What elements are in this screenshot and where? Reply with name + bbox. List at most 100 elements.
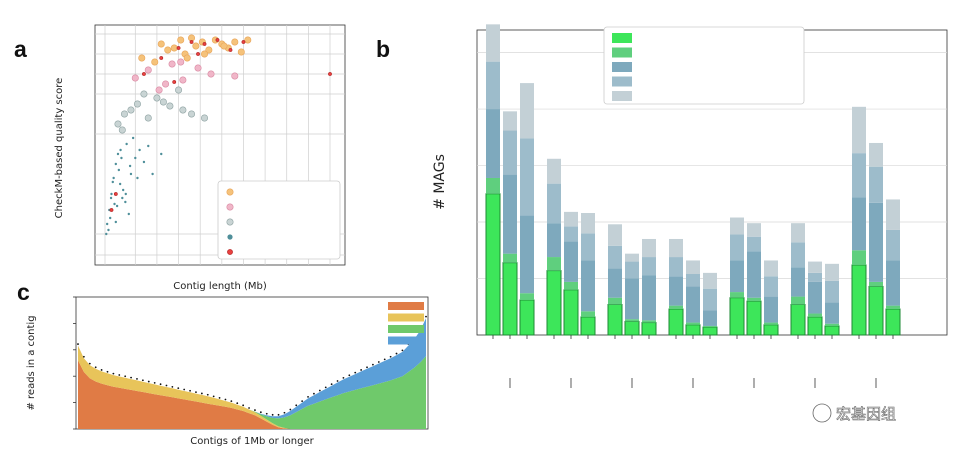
scatter-point bbox=[166, 102, 174, 110]
bar-segment bbox=[669, 276, 683, 306]
bar-segment bbox=[486, 24, 500, 62]
bar-legend bbox=[603, 26, 805, 105]
scatter-panel: Contig length (Mb) CheckM-based quality … bbox=[54, 24, 346, 292]
bar-legend-box bbox=[603, 26, 805, 105]
bar-segment bbox=[730, 234, 744, 261]
area-total-marker bbox=[224, 398, 227, 401]
scatter-point bbox=[164, 46, 172, 54]
panel-b-label: b bbox=[376, 36, 390, 62]
area-total-marker bbox=[289, 408, 292, 411]
area-total-marker bbox=[425, 315, 427, 318]
bar-segment bbox=[503, 130, 517, 175]
area-total-marker bbox=[130, 376, 132, 379]
bar-segment bbox=[730, 217, 744, 235]
bar-segment bbox=[669, 305, 683, 310]
bar-segment bbox=[503, 174, 517, 254]
scatter-point bbox=[153, 94, 161, 102]
area-legend-swatch bbox=[388, 325, 424, 333]
scatter-point bbox=[201, 50, 209, 58]
bar-segment bbox=[730, 260, 744, 293]
scatter-point bbox=[117, 168, 121, 172]
panel-c-label: c bbox=[17, 279, 30, 305]
bar-segment bbox=[764, 296, 778, 323]
area-total-marker bbox=[141, 379, 144, 382]
area-total-marker bbox=[313, 392, 315, 395]
bar-segment bbox=[486, 109, 500, 178]
bar-segment bbox=[869, 142, 883, 167]
scatter-point bbox=[168, 60, 176, 68]
scatter-point bbox=[105, 222, 109, 226]
bar-segment bbox=[825, 280, 839, 303]
bar-segment bbox=[624, 320, 640, 336]
scatter-point bbox=[112, 176, 115, 180]
bar-legend-swatch bbox=[612, 76, 632, 87]
scatter-point bbox=[124, 200, 127, 204]
area-series bbox=[78, 360, 426, 429]
scatter-legend bbox=[217, 180, 341, 260]
area-legend-swatch bbox=[388, 302, 424, 310]
bar-segment bbox=[808, 313, 822, 317]
area-total-marker bbox=[248, 407, 250, 409]
bar-segment bbox=[852, 153, 866, 198]
area-total-marker bbox=[318, 389, 321, 392]
scatter-point bbox=[113, 192, 118, 196]
scatter-legend-box bbox=[217, 180, 341, 260]
scatter-point bbox=[201, 114, 209, 122]
bar-segment bbox=[852, 197, 866, 251]
area-total-marker bbox=[82, 355, 85, 358]
bar-segment bbox=[746, 300, 762, 336]
area-total-marker bbox=[277, 413, 280, 416]
area-total-marker bbox=[183, 388, 186, 391]
scatter-point bbox=[120, 110, 128, 118]
bar-segment bbox=[869, 281, 883, 287]
scatter-point bbox=[140, 90, 148, 98]
bar-segment bbox=[747, 297, 761, 302]
bar-segment bbox=[851, 264, 867, 336]
scatter-point bbox=[114, 120, 122, 128]
scatter-point bbox=[151, 58, 159, 66]
scatter-point bbox=[220, 42, 228, 50]
bar-segment bbox=[686, 322, 700, 325]
scatter-point bbox=[144, 114, 152, 122]
bar-segment bbox=[669, 257, 683, 277]
area-total-marker bbox=[265, 412, 268, 415]
area-total-marker bbox=[342, 376, 345, 379]
scatter-point bbox=[159, 56, 164, 60]
scatter-point bbox=[179, 106, 187, 114]
bar-segment bbox=[547, 183, 561, 224]
bar-segment bbox=[547, 158, 561, 184]
bar-segment bbox=[869, 166, 883, 203]
bar-legend-swatch bbox=[612, 33, 632, 43]
bar-segment bbox=[625, 261, 639, 279]
area-series bbox=[78, 345, 426, 429]
bar-segment bbox=[886, 305, 900, 310]
bar-segment bbox=[580, 316, 596, 336]
scatter-point bbox=[138, 148, 141, 152]
scatter-point bbox=[128, 164, 132, 168]
bar-segment bbox=[563, 289, 579, 336]
bar-segment bbox=[852, 250, 866, 265]
scatter-point bbox=[196, 52, 200, 56]
scatter-point bbox=[162, 80, 170, 88]
bar-segment bbox=[791, 223, 805, 243]
scatter-legend-marker bbox=[227, 249, 233, 255]
bar-segment bbox=[625, 253, 639, 262]
area-total-marker bbox=[195, 391, 197, 394]
area-legend bbox=[388, 302, 424, 345]
scatter-point bbox=[114, 162, 118, 166]
bar-segment bbox=[608, 245, 622, 269]
scatter-point bbox=[244, 36, 252, 44]
scatter-point bbox=[142, 160, 146, 164]
scatter-point bbox=[175, 86, 183, 94]
bar-segment bbox=[581, 260, 595, 312]
scatter-point bbox=[189, 40, 194, 44]
bar-segment bbox=[625, 319, 639, 322]
area-y-label: # reads in a contig bbox=[26, 315, 37, 410]
bar-segment bbox=[703, 325, 717, 328]
scatter-point bbox=[108, 216, 112, 220]
bar-panel: # MAGs bbox=[432, 24, 948, 388]
area-total-marker bbox=[254, 409, 256, 411]
watermark-text: 宏基因组 bbox=[836, 405, 896, 423]
area-total-marker bbox=[171, 385, 174, 388]
scatter-point bbox=[157, 40, 165, 48]
